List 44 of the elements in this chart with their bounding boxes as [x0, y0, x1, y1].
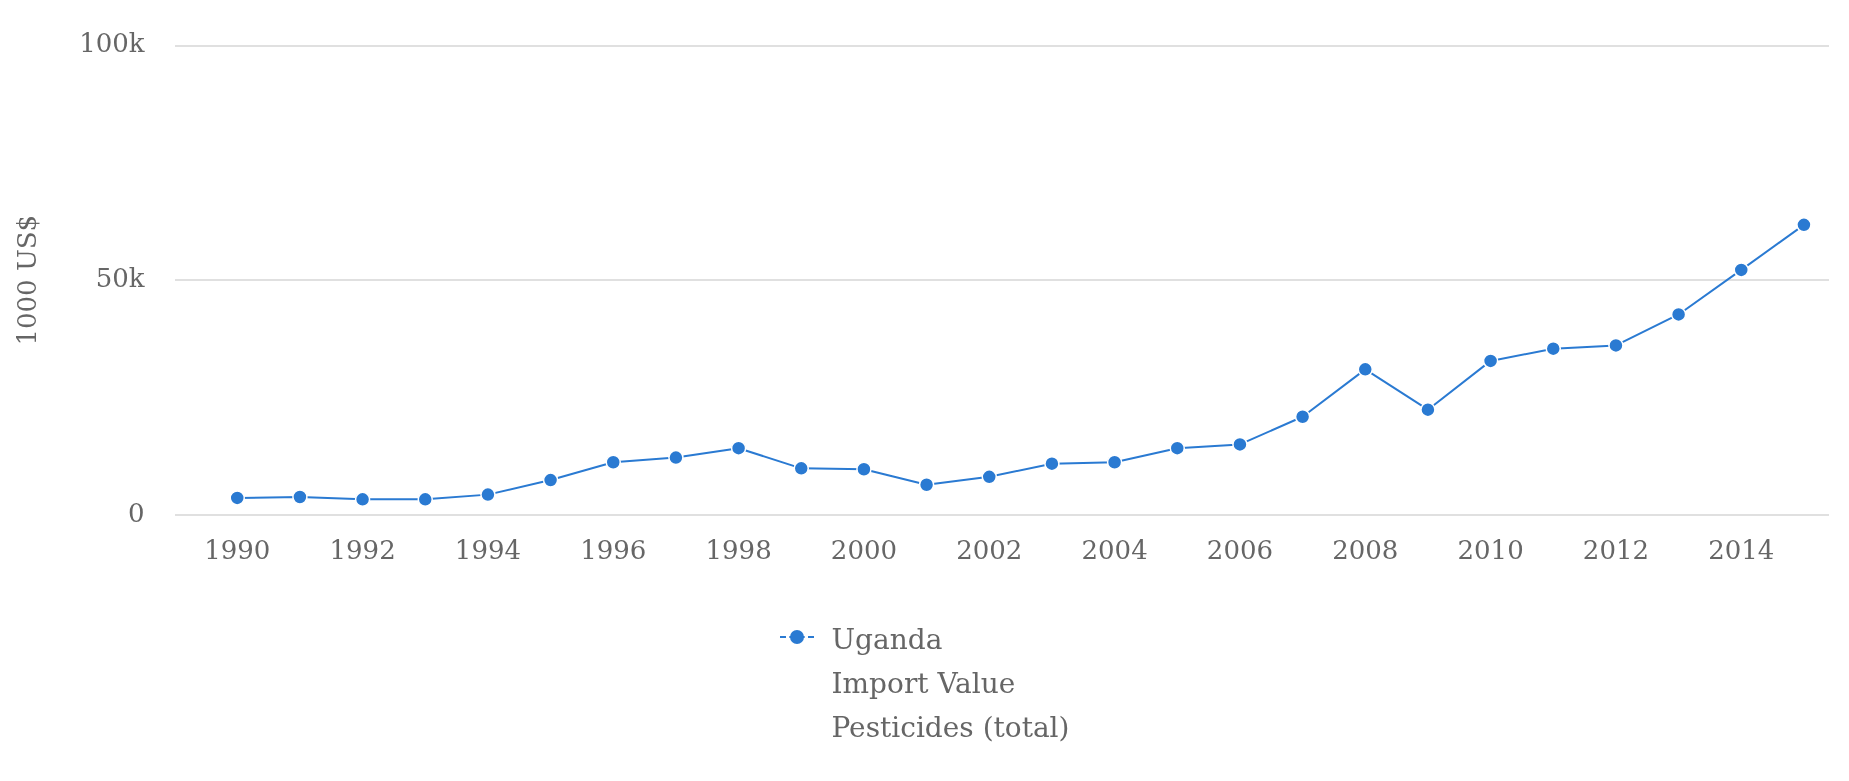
point [1106, 454, 1123, 470]
point [480, 486, 496, 503]
y-tick-label: 0 [128, 497, 145, 528]
x-tick-label: 1998 [705, 535, 772, 566]
y-tick-label: 50k [95, 262, 145, 293]
x-tick-label: 1996 [580, 535, 647, 566]
x-tick-label: 1994 [454, 535, 521, 566]
point [1796, 217, 1812, 233]
y-axis-title: 1000 US$ [12, 214, 43, 346]
point [1545, 340, 1562, 357]
y-tick-label: 100k [79, 28, 145, 59]
point [1420, 401, 1436, 418]
point [1294, 408, 1311, 425]
point [1733, 262, 1750, 278]
x-tick-label: 2000 [830, 535, 898, 566]
point [1482, 353, 1499, 369]
point [354, 491, 371, 508]
point [1357, 361, 1374, 378]
point [292, 489, 308, 505]
x-tick-label: 2002 [956, 535, 1023, 566]
point [918, 477, 935, 493]
legend-label: Uganda Import Value Pesticides (total) [831, 622, 1070, 746]
point [1044, 455, 1060, 472]
x-tick-label: 2008 [1332, 535, 1399, 566]
x-tick-label: 2006 [1206, 535, 1274, 566]
x-tick-label: 2004 [1081, 535, 1148, 566]
point [1232, 436, 1248, 453]
point [730, 440, 747, 456]
x-tick-label: 2010 [1457, 535, 1524, 566]
point [981, 469, 998, 485]
x-tick-label: 2014 [1708, 535, 1775, 566]
point [229, 490, 245, 506]
point [856, 461, 872, 478]
point [605, 454, 621, 470]
point [542, 472, 559, 488]
point [417, 491, 433, 508]
point [1670, 306, 1687, 323]
x-tick-label: 1990 [204, 535, 271, 566]
point [668, 449, 684, 466]
point [1169, 440, 1186, 456]
point [1608, 337, 1624, 354]
x-tick-label: 2012 [1582, 535, 1650, 566]
point [793, 460, 810, 477]
x-tick-label: 1992 [329, 535, 396, 566]
